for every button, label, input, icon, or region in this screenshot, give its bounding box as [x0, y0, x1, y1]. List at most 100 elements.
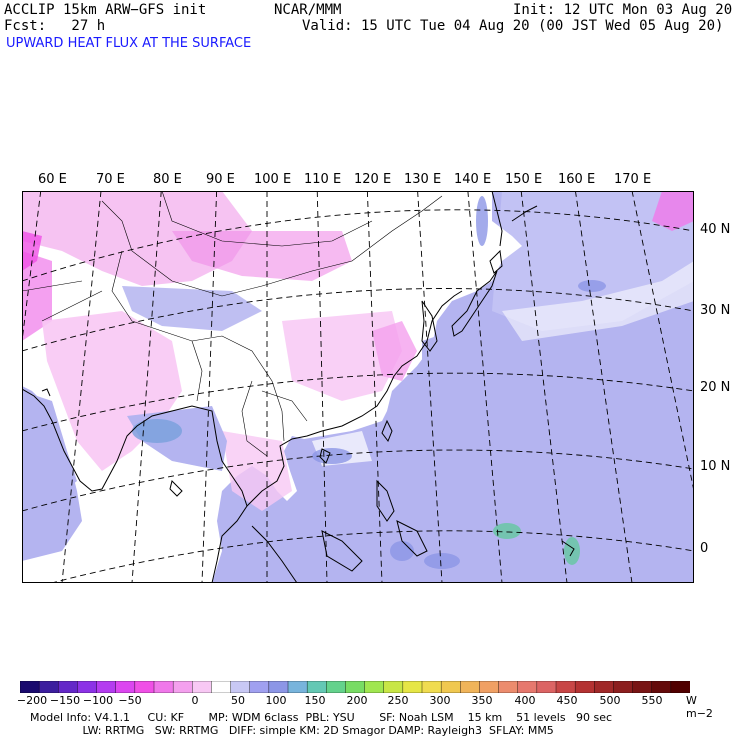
lon-label: 160 E	[558, 172, 596, 187]
central-asia-flux	[22, 191, 252, 286]
colorbar-swatch	[670, 681, 690, 693]
lat-lon-grid	[22, 191, 694, 583]
colorbar-label: 300	[429, 694, 451, 707]
colorbar-swatch	[58, 681, 79, 693]
colorbar-swatch	[536, 681, 557, 693]
flux-map	[22, 191, 694, 583]
bengal-flux-blob	[132, 419, 182, 443]
map-frame	[22, 191, 694, 583]
colorbar-label: 100	[265, 694, 287, 707]
maritime-flux-blob	[424, 553, 460, 569]
colorbar-swatch	[306, 681, 327, 693]
colorbar-label: −50	[118, 694, 142, 707]
colorbar-label: 200	[346, 694, 368, 707]
lat-label: 0	[700, 541, 709, 556]
colorbar-label: 500	[599, 694, 621, 707]
colorbar-label: 350	[471, 694, 493, 707]
colorbar-unit: W m−2	[686, 694, 713, 720]
lon-label: 110 E	[304, 172, 342, 187]
arabian-sea	[22, 391, 77, 501]
colorbar-label: −150	[49, 694, 81, 707]
colorbar-swatch	[211, 681, 232, 693]
colorbar-swatch	[268, 681, 289, 693]
colorbar-label: −100	[82, 694, 114, 707]
lon-label: 80 E	[153, 172, 182, 187]
colorbar-swatch	[632, 681, 653, 693]
lon-label: 60 E	[38, 172, 67, 187]
tibet-area	[122, 286, 262, 331]
colorbar-swatch	[96, 681, 117, 693]
colorbar-swatch	[517, 681, 538, 693]
colorbar-swatch	[421, 681, 442, 693]
colorbar-swatch	[38, 681, 59, 693]
colorbar-swatch	[345, 681, 366, 693]
lon-label: 140 E	[454, 172, 492, 187]
far-west-flux	[22, 231, 42, 271]
lon-label: 120 E	[354, 172, 392, 187]
colorbar-label: 400	[514, 694, 536, 707]
colorbar-swatch	[230, 681, 251, 693]
colorbar-label: 550	[641, 694, 663, 707]
colorbar-swatch	[287, 681, 308, 693]
model-info-line2: LW: RRTMG SW: RRTMG DIFF: simple KM: 2D …	[30, 724, 554, 737]
colorbar-swatch	[479, 681, 500, 693]
scs-flux-blob	[312, 448, 352, 464]
colorbar-label: 250	[387, 694, 409, 707]
colorbar-swatch	[651, 681, 672, 693]
colorbar-swatch	[364, 681, 385, 693]
east-china-flux	[372, 321, 417, 381]
forecast-hour: Fcst: 27 h	[4, 18, 106, 34]
colorbar-swatch	[440, 681, 461, 693]
colorbar-swatch	[498, 681, 519, 693]
colorbar-swatch	[594, 681, 615, 693]
east-china-sea	[422, 331, 462, 381]
indochina-flux	[222, 431, 292, 511]
model-title: ACCLIP 15km ARW−GFS init	[4, 2, 207, 18]
valid-time: Valid: 15 UTC Tue 04 Aug 20 (00 JST Wed …	[302, 18, 724, 34]
colorbar-swatch	[555, 681, 576, 693]
lat-label: 20 N	[700, 380, 731, 395]
lon-label: 150 E	[505, 172, 543, 187]
colorbar-swatch	[20, 681, 40, 693]
colorbar-swatch	[153, 681, 174, 693]
colorbar-swatch	[134, 681, 155, 693]
field-title: UPWARD HEAT FLUX AT THE SURFACE	[6, 36, 252, 51]
pacific-green-blob	[493, 523, 521, 539]
colorbar-label: −200	[16, 694, 48, 707]
colorbar-swatch	[172, 681, 193, 693]
ocean-white-streak	[502, 261, 694, 341]
colorbar-swatch	[249, 681, 270, 693]
pacific-green-blob	[564, 537, 580, 565]
pacific-flux	[652, 191, 694, 231]
borders	[22, 191, 443, 457]
coastlines	[22, 191, 575, 583]
init-time: Init: 12 UTC Mon 03 Aug 20	[513, 2, 733, 18]
colorbar-swatch	[460, 681, 481, 693]
colorbar-swatch	[402, 681, 423, 693]
colorbar-label: 450	[556, 694, 578, 707]
colorbar	[20, 681, 690, 693]
colorbar-swatch	[613, 681, 634, 693]
lat-label: 40 N	[700, 222, 731, 237]
colorbar-swatch	[383, 681, 404, 693]
colorbar-swatch	[192, 681, 213, 693]
lat-label: 10 N	[700, 459, 731, 474]
lon-label: 170 E	[614, 172, 652, 187]
pacific-flux-blob	[578, 280, 606, 292]
colorbar-swatch	[77, 681, 98, 693]
colorbar-swatch	[574, 681, 595, 693]
colorbar-swatch	[115, 681, 136, 693]
center-label: NCAR/MMM	[274, 2, 342, 18]
sakhalin-flux-blob	[476, 196, 488, 246]
lat-label: 30 N	[700, 303, 731, 318]
colorbar-swatch	[326, 681, 347, 693]
china-flux	[282, 311, 402, 401]
lon-label: 100 E	[254, 172, 292, 187]
model-info-line1: Model Info: V4.1.1 CU: KF MP: WDM 6class…	[30, 711, 613, 724]
lon-label: 90 E	[206, 172, 235, 187]
lon-label: 130 E	[404, 172, 442, 187]
colorbar-label: 0	[191, 694, 199, 707]
colorbar-label: 50	[231, 694, 245, 707]
maritime-flux-blob	[390, 541, 414, 561]
lon-label: 70 E	[96, 172, 125, 187]
